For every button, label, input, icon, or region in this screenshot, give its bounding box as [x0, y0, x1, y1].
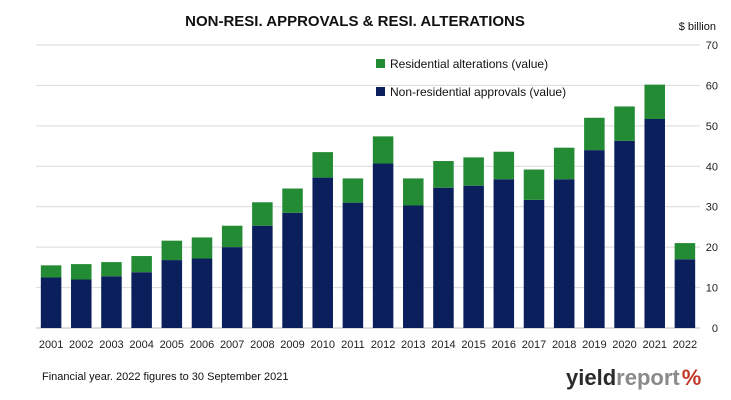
x-tick-label-2011: 2011: [341, 339, 365, 351]
bar-non-residential-2005: [161, 260, 183, 328]
legend-swatch-residential-alterations: [376, 59, 385, 68]
x-tick-label-2021: 2021: [642, 339, 666, 351]
bar-residential-alterations-2021: [644, 84, 665, 119]
x-tick-label-2019: 2019: [582, 339, 606, 351]
brand-logo-percent-icon: %: [682, 365, 702, 390]
bar-residential-alterations-2006: [191, 237, 213, 259]
bar-non-residential-2014: [433, 187, 454, 328]
bar-residential-alterations-2019: [584, 117, 605, 151]
legend-label-non-residential: Non-residential approvals (value): [390, 85, 566, 99]
bar-residential-alterations-2009: [282, 188, 303, 213]
bar-non-residential-2007: [221, 247, 243, 328]
bar-residential-alterations-2018: [553, 147, 575, 180]
y-tick-labels: 0 10 20 30 40 50 60 70: [706, 40, 718, 335]
legend-label-residential-alterations: Residential alterations (value): [390, 57, 548, 71]
x-tick-label-2002: 2002: [69, 339, 93, 351]
bar-residential-alterations-2016: [493, 151, 515, 180]
footnote: Financial year. 2022 figures to 30 Septe…: [42, 371, 288, 383]
bar-residential-alterations-2011: [342, 178, 364, 203]
brand-logo: yieldreport%: [566, 365, 701, 390]
y-tick-label-20: 20: [706, 242, 718, 254]
y-tick-label-60: 60: [706, 80, 718, 92]
x-tick-label-2003: 2003: [99, 339, 123, 351]
x-tick-label-2010: 2010: [310, 339, 334, 351]
bar-residential-alterations-2014: [433, 161, 454, 188]
x-tick-label-2007: 2007: [220, 339, 244, 351]
bar-non-residential-2019: [584, 150, 605, 328]
x-tick-label-2017: 2017: [522, 339, 546, 351]
x-tick-label-2008: 2008: [250, 339, 274, 351]
bar-residential-alterations-2001: [40, 265, 62, 278]
x-tick-label-2020: 2020: [612, 339, 636, 351]
bar-non-residential-2022: [674, 259, 696, 328]
bar-residential-alterations-2008: [252, 202, 273, 226]
brand-logo-yield: yield: [566, 365, 616, 390]
bar-non-residential-2011: [342, 202, 364, 328]
x-tick-label-2009: 2009: [280, 339, 304, 351]
x-tick-label-2014: 2014: [431, 339, 455, 351]
bar-residential-alterations-2012: [372, 136, 394, 164]
bars: [40, 84, 696, 328]
bar-residential-alterations-2017: [523, 169, 545, 200]
bar-non-residential-2020: [614, 140, 635, 328]
bar-residential-alterations-2004: [131, 256, 152, 273]
legend: Residential alterations (value) Non-resid…: [376, 57, 566, 99]
bar-non-residential-2002: [71, 279, 92, 328]
x-tick-label-2022: 2022: [673, 339, 697, 351]
y-tick-label-50: 50: [706, 121, 718, 133]
bar-residential-alterations-2015: [463, 157, 484, 186]
x-tick-label-2015: 2015: [461, 339, 485, 351]
bar-non-residential-2016: [493, 179, 515, 328]
bar-non-residential-2003: [101, 276, 122, 328]
bar-residential-alterations-2022: [674, 243, 696, 260]
x-tick-label-2018: 2018: [552, 339, 576, 351]
y-tick-label-0: 0: [712, 323, 718, 335]
bar-non-residential-2009: [282, 212, 303, 328]
bar-residential-alterations-2007: [221, 225, 243, 248]
x-tick-label-2012: 2012: [371, 339, 395, 351]
bar-residential-alterations-2003: [101, 262, 122, 277]
bar-non-residential-2017: [523, 199, 545, 328]
bar-residential-alterations-2002: [71, 264, 92, 280]
y-tick-label-10: 10: [706, 283, 718, 295]
bar-residential-alterations-2013: [403, 178, 424, 206]
bar-non-residential-2010: [312, 177, 333, 328]
y-tick-label-30: 30: [706, 202, 718, 214]
bar-residential-alterations-2010: [312, 152, 333, 178]
bar-non-residential-2012: [372, 163, 394, 328]
bar-non-residential-2018: [553, 179, 575, 328]
x-tick-label-2016: 2016: [492, 339, 516, 351]
x-tick-labels: 2001 2002 2003 2004 2005 2006 2007 2008 2009 2010…: [39, 339, 697, 351]
bar-non-residential-2006: [191, 258, 213, 328]
bar-non-residential-2008: [252, 225, 273, 328]
x-tick-label-2001: 2001: [39, 339, 63, 351]
y-tick-label-40: 40: [706, 161, 718, 173]
svg-text:yieldreport%: yieldreport%: [566, 365, 701, 390]
x-tick-label-2005: 2005: [160, 339, 184, 351]
chart-title: NON-RESI. APPROVALS & RESI. ALTERATIONS: [185, 13, 525, 30]
x-tick-label-2013: 2013: [401, 339, 425, 351]
legend-swatch-non-residential: [376, 87, 385, 96]
y-axis-unit-label: $ billion: [679, 21, 716, 33]
y-tick-label-70: 70: [706, 40, 718, 52]
bar-non-residential-2013: [403, 205, 424, 328]
x-tick-label-2006: 2006: [190, 339, 214, 351]
bar-residential-alterations-2020: [614, 106, 635, 141]
bar-non-residential-2021: [644, 118, 665, 328]
brand-logo-report: report: [616, 365, 680, 390]
bar-non-residential-2001: [40, 277, 62, 328]
bar-non-residential-2015: [463, 185, 484, 328]
bar-residential-alterations-2005: [161, 240, 183, 261]
bar-non-residential-2004: [131, 272, 152, 328]
x-tick-label-2004: 2004: [129, 339, 153, 351]
